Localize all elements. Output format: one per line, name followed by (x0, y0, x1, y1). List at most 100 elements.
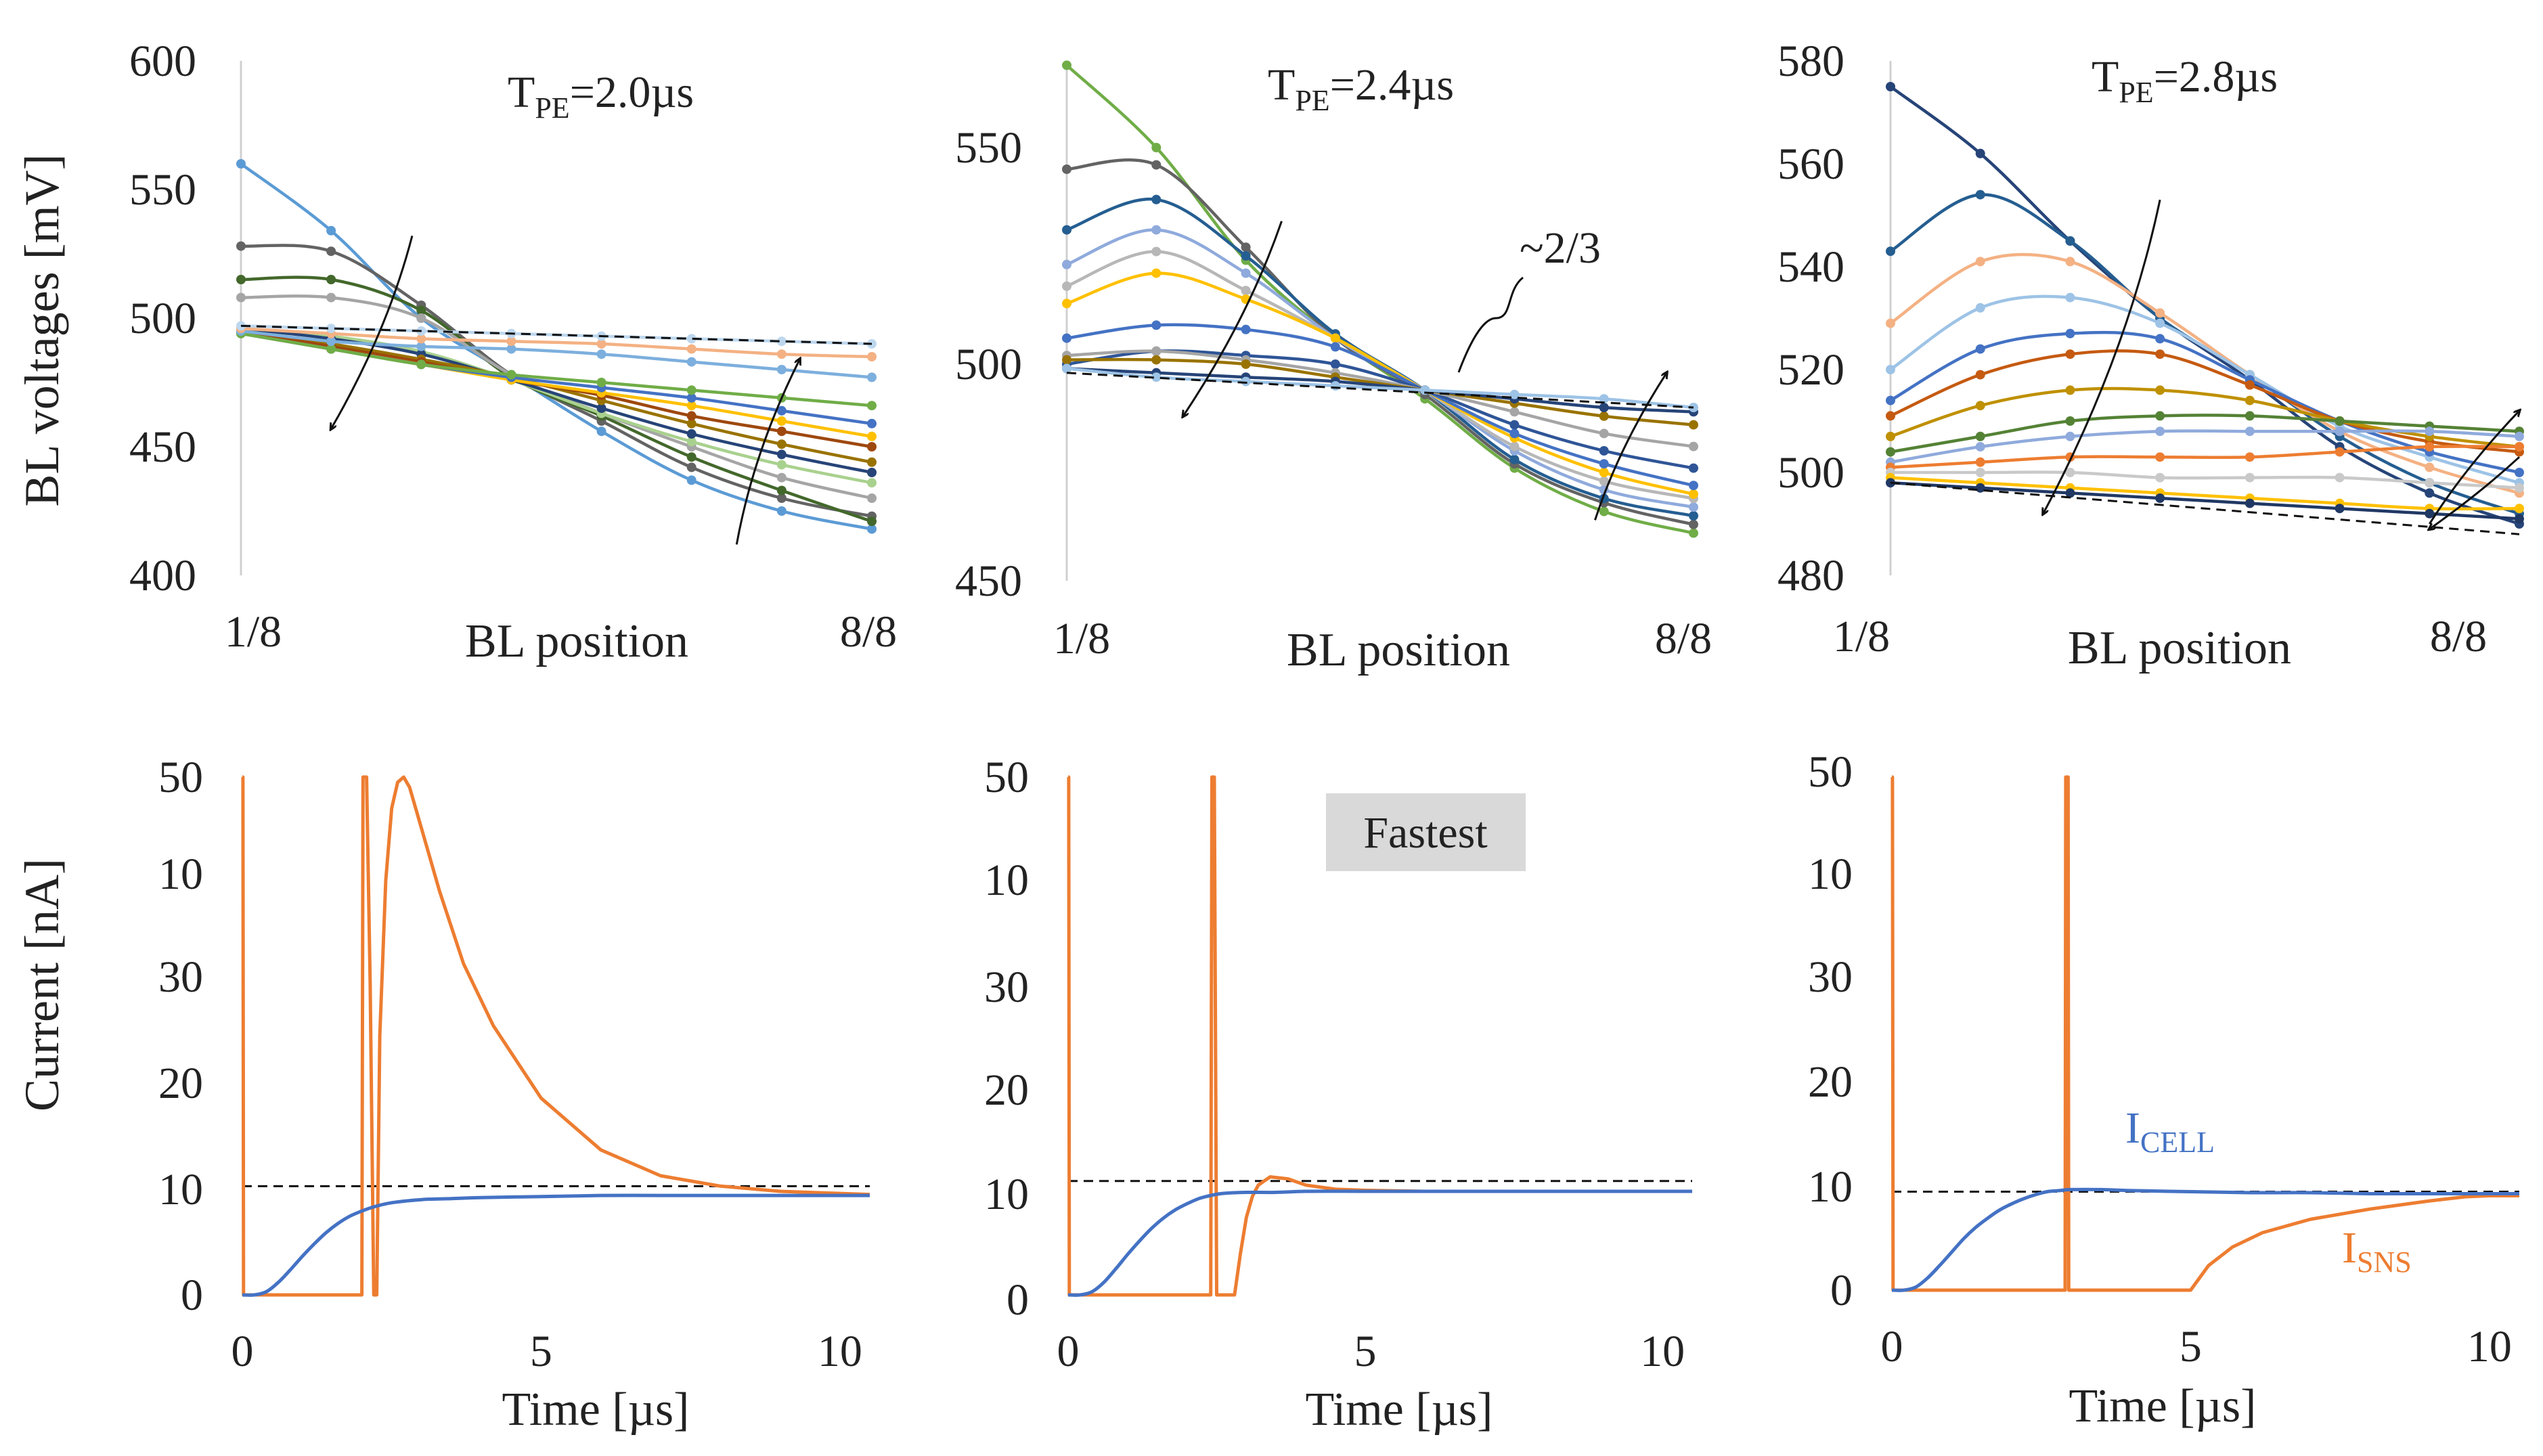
data-point (2065, 416, 2075, 426)
reference-dashed-line (1890, 481, 2520, 535)
data-point (326, 246, 336, 257)
data-point (1975, 483, 1985, 493)
data-point (2155, 334, 2165, 344)
data-point (2245, 426, 2255, 437)
data-point (1330, 342, 1340, 352)
data-point (1689, 489, 1698, 499)
isns-label: ISNS (2342, 1223, 2412, 1279)
y-tick-label: 30 (1808, 952, 1853, 1002)
data-point (326, 344, 336, 354)
current-panel-tpe-2-8: ICELL ISNS Time [µs] 0 10 20 30 10 50 0 5 10 (1808, 747, 2519, 1432)
data-point (326, 324, 336, 334)
icell-line (242, 1193, 870, 1297)
x-tick-label: 10 (2467, 1322, 2512, 1371)
data-point (1599, 428, 1609, 439)
x-tick-last: 8/8 (2430, 612, 2487, 661)
data-point (776, 336, 787, 347)
y-ticks: 450 500 550 (955, 123, 1022, 606)
data-point (1241, 376, 1251, 387)
data-point (2065, 385, 2075, 395)
data-point (1241, 251, 1251, 261)
data-point (2425, 478, 2435, 488)
data-point (867, 418, 877, 428)
data-point (2335, 504, 2345, 514)
top-row-ylabel: BL voltages [mV] (15, 154, 69, 506)
data-point (1062, 225, 1071, 235)
icell-line (1067, 1189, 1692, 1297)
data-point (2065, 349, 2075, 359)
voltage-panel-tpe-2-4: TPE=2.4µs 1/8 8/8 BL position ~2/3 450 50… (955, 60, 1712, 676)
data-point (506, 370, 516, 380)
data-point (2335, 416, 2345, 426)
x-axis-label: BL position (1287, 624, 1510, 676)
data-point (686, 393, 696, 403)
y-tick-label: 50 (158, 753, 203, 802)
data-point (686, 411, 696, 421)
series-line (1890, 414, 2520, 454)
y-ticks: 0 10 20 30 10 50 (158, 753, 203, 1320)
data-point (867, 442, 877, 451)
data-point (1330, 333, 1340, 343)
data-point (1062, 355, 1071, 365)
data-point (776, 506, 787, 516)
data-point (2515, 504, 2524, 514)
y-tick-label: 0 (1830, 1266, 1853, 1315)
data-point (1509, 454, 1520, 464)
y-tick-label: 0 (1007, 1275, 1029, 1325)
data-point (1689, 519, 1698, 529)
y-tick-label: 550 (129, 165, 196, 215)
series-line (240, 329, 872, 379)
annotation-squiggle (1457, 276, 1524, 373)
voltage-panel-tpe-2-8: TPE=2.8µs 1/8 8/8 BL position 480 500 520 5… (1777, 37, 2524, 674)
data-point (867, 493, 877, 503)
data-point (1151, 346, 1162, 356)
series-line (1890, 429, 2520, 464)
data-point (1151, 246, 1162, 257)
y-tick-label: 10 (984, 856, 1029, 905)
data-point (2515, 483, 2524, 493)
data-point (776, 405, 787, 416)
series-line (240, 332, 872, 407)
data-point (2065, 257, 2075, 267)
y-tick-label: 540 (1777, 242, 1844, 292)
data-point (1599, 411, 1609, 421)
y-tick-label: 450 (129, 422, 196, 472)
data-point (1689, 502, 1698, 512)
data-point (1975, 148, 1985, 158)
data-point (1509, 420, 1520, 430)
x-tick-last: 8/8 (1655, 614, 1712, 663)
data-point (686, 475, 696, 485)
trend-arrow (1183, 221, 1283, 416)
data-point (867, 352, 877, 361)
data-point (416, 341, 426, 351)
y-tick-label: 50 (984, 753, 1029, 802)
data-point (326, 336, 336, 347)
y-tick-label: 500 (955, 340, 1022, 389)
data-point (1975, 257, 1985, 267)
data-point (1975, 401, 1985, 411)
x-tick-label: 10 (1640, 1327, 1685, 1376)
data-point (1689, 511, 1698, 521)
series-line (1890, 387, 2520, 449)
series-line (1066, 271, 1694, 496)
data-point (236, 241, 246, 251)
x-axis-label: BL position (2068, 622, 2291, 674)
data-point (2245, 411, 2255, 421)
series-line (240, 162, 872, 531)
series-line (1890, 470, 2520, 490)
fastest-badge (1326, 793, 1526, 871)
data-point (1886, 365, 1895, 374)
y-tick-label: 600 (129, 37, 196, 86)
y-tick-label: 50 (1808, 747, 1853, 797)
data-point (686, 452, 696, 462)
plot-area (1067, 775, 1692, 1297)
y-ticks: 0 10 20 30 10 50 (984, 753, 1029, 1325)
data-point (1975, 303, 1985, 313)
data-point (2155, 308, 2165, 318)
data-point (686, 385, 696, 395)
data-point (416, 305, 426, 315)
data-point (1151, 143, 1162, 152)
trend-arrow (735, 359, 799, 545)
data-point (1151, 268, 1162, 278)
